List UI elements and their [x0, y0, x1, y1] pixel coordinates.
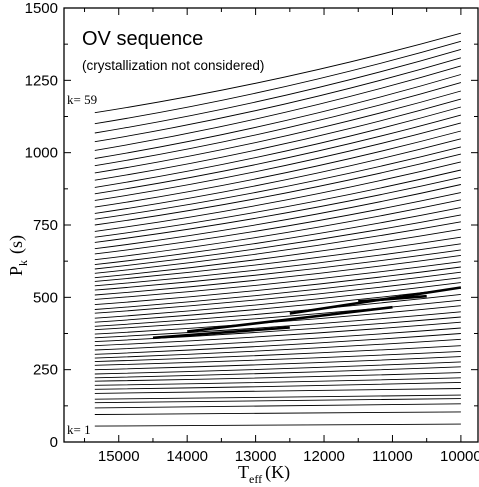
mode-line-k54: [94, 74, 462, 159]
mode-line-k17: [94, 327, 461, 351]
y-tick-label: 250: [33, 362, 58, 379]
x-tick-label: 11000: [372, 448, 413, 465]
x-tick-label: 13000: [235, 448, 277, 465]
mode-line-k18: [94, 321, 461, 347]
y-tick-label: 1250: [25, 72, 58, 89]
mode-line-k4: [94, 398, 461, 404]
mode-line-k1: [94, 423, 461, 427]
mode-line-k32: [94, 243, 461, 287]
chart-subtitle: (crystallization not considered): [82, 58, 264, 73]
mode-line-k34: [94, 228, 461, 279]
x-tick-label: 12000: [303, 448, 345, 465]
chart-title: OV sequence: [82, 28, 203, 50]
mode-line-k10: [94, 366, 461, 379]
mode-line-k14: [94, 345, 461, 363]
mode-line-k6: [94, 388, 461, 394]
y-tick-label: 0: [50, 434, 58, 451]
mode-line-k45: [94, 146, 462, 220]
y-axis-symbol: P: [6, 266, 26, 276]
y-tick-label: 500: [33, 289, 58, 306]
mode-line-k55: [94, 65, 462, 151]
highlighted-segment-4: [358, 294, 427, 303]
mode-line-k38: [94, 199, 461, 261]
mode-line-k53: [94, 82, 462, 167]
x-axis-subscript: eff: [249, 472, 262, 486]
mode-line-k15: [94, 338, 461, 359]
x-axis-unit: (K): [265, 462, 290, 483]
mode-tracks: [94, 32, 462, 427]
mode-line-k42: [94, 169, 462, 238]
mode-line-k47: [94, 130, 462, 208]
mode-line-k13: [94, 350, 461, 366]
mode-line-k58: [94, 40, 462, 125]
x-axis-ticks: 15000 14000 13000 12000 11000 10000: [84, 8, 479, 465]
mode-line-k27: [94, 271, 461, 310]
mode-line-k25: [94, 282, 461, 319]
y-tick-label: 1500: [25, 0, 58, 17]
y-axis-title: Pk (s): [6, 235, 30, 276]
mode-line-k28: [94, 266, 461, 306]
mode-line-k49: [94, 114, 462, 195]
k-top-label: k= 59: [67, 92, 97, 107]
mode-line-k31: [94, 249, 461, 291]
mode-line-k39: [94, 192, 461, 255]
mode-line-k46: [94, 138, 462, 214]
y-axis-subscript: k: [16, 260, 30, 266]
y-axis-ticks: 0 250 500 750 1000 1250 1500: [25, 0, 478, 451]
highlighted-segments: [152, 286, 462, 340]
svg-text:Pk(s): Pk (s): [6, 235, 30, 276]
y-tick-label: 750: [33, 217, 58, 234]
x-axis-title: Teff (K): [238, 462, 290, 486]
mode-line-k12: [94, 356, 461, 371]
mode-line-k23: [94, 293, 461, 327]
mode-line-k3: [94, 403, 461, 409]
mode-line-k52: [94, 90, 462, 174]
k-bottom-label: k= 1: [67, 422, 91, 437]
mode-line-k33: [94, 236, 461, 282]
mode-line-k40: [94, 184, 461, 250]
mode-line-k59: [94, 32, 462, 114]
mode-line-k44: [94, 153, 462, 226]
mode-line-k8: [94, 377, 461, 386]
y-axis-unit: (s): [6, 235, 27, 254]
mode-line-k5: [94, 394, 461, 400]
y-tick-label: 1000: [25, 145, 58, 162]
x-axis-symbol: T: [238, 462, 249, 482]
highlighted-segment-2: [187, 305, 393, 333]
mode-line-k26: [94, 277, 461, 314]
mode-line-k7: [94, 381, 461, 390]
mode-line-k43: [94, 161, 462, 232]
mode-line-k11: [94, 361, 461, 375]
mode-line-k41: [94, 176, 461, 243]
mode-line-k57: [94, 48, 462, 134]
mode-line-k36: [94, 214, 461, 270]
mode-line-k22: [94, 299, 461, 331]
mode-line-k2: [94, 411, 461, 415]
mode-line-k16: [94, 333, 461, 355]
x-tick-label: 14000: [166, 448, 208, 465]
mode-line-k48: [94, 122, 462, 201]
x-tick-label: 10000: [440, 448, 479, 465]
mode-line-k56: [94, 57, 462, 143]
mode-line-k9: [94, 372, 461, 382]
mode-line-k37: [94, 207, 461, 266]
mode-line-k50: [94, 106, 462, 188]
mode-line-k19: [94, 316, 461, 343]
mode-line-k30: [94, 254, 461, 296]
mode-line-k29: [94, 261, 461, 300]
mode-line-k35: [94, 221, 461, 274]
mode-line-k20: [94, 311, 461, 339]
x-tick-label: 15000: [98, 448, 140, 465]
highlighted-segment-1: [152, 326, 290, 340]
mode-line-k51: [94, 98, 462, 181]
